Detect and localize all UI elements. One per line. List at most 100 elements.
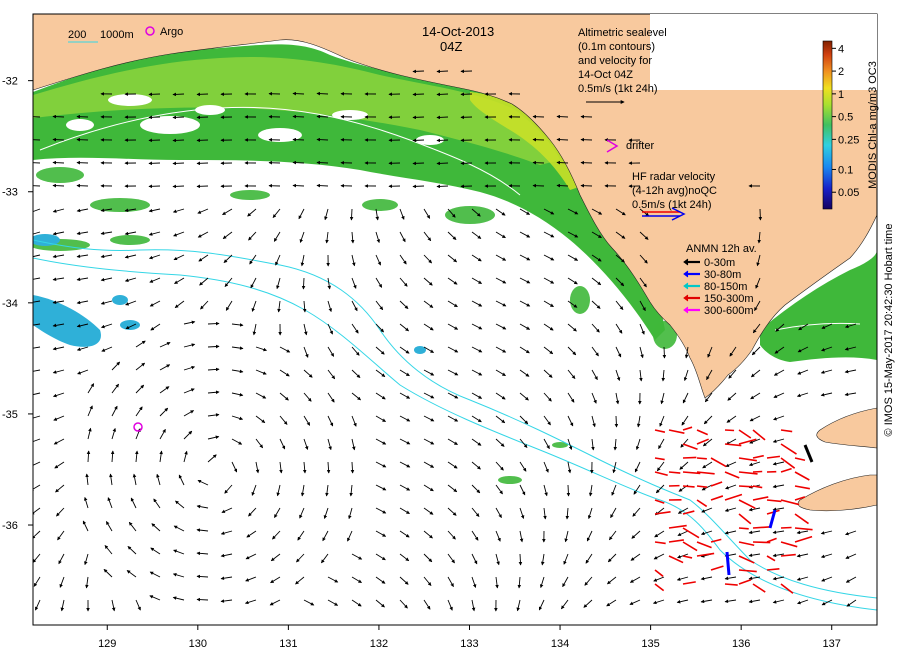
altimetry-line-2: (0.1m contours) <box>578 41 655 53</box>
lon-tick-label: 137 <box>823 638 841 650</box>
hf-radar-arrow <box>669 472 680 473</box>
lon-tick-label: 136 <box>732 638 750 650</box>
hf-radar-arrow <box>697 458 707 459</box>
velocity-arrow <box>413 163 424 164</box>
anmn-legend-label: 150-300m <box>704 293 754 305</box>
hf-line-1: HF radar velocity <box>632 171 716 183</box>
velocity-arrow <box>173 117 184 118</box>
latitude-axis: -32 -33 -34 -35 -36 <box>2 76 33 532</box>
hf-radar-arrow <box>739 486 753 487</box>
lon-tick-label: 135 <box>641 638 659 650</box>
hf-radar-arrow <box>739 528 749 529</box>
hf-line-3: 0.5m/s (1kt 24h) <box>632 199 711 211</box>
lat-tick-label: -33 <box>2 187 18 199</box>
velocity-arrow <box>413 186 424 187</box>
velocity-arrow <box>317 116 328 117</box>
velocity-arrow <box>352 462 353 473</box>
velocity-arrow <box>317 93 328 94</box>
argo-legend-label: Argo <box>160 26 183 38</box>
credit-text: © IMOS 15-May-2017 20:42:30 Hobart time <box>883 224 895 437</box>
map-time: 04Z <box>440 39 462 54</box>
lon-tick-label: 131 <box>279 638 297 650</box>
velocity-arrow <box>197 599 208 600</box>
colorbar-tick-label: 1 <box>838 89 844 101</box>
anmn-legend-label: 0-30m <box>704 257 735 269</box>
velocity-arrow <box>437 117 448 118</box>
depth-legend-200: 200 <box>68 29 86 41</box>
velocity-arrow <box>208 323 219 324</box>
velocity-arrow <box>351 209 352 220</box>
velocity-arrow <box>557 139 568 140</box>
colorbar-tick-label: 0.5 <box>838 112 853 124</box>
velocity-arrow <box>413 71 424 72</box>
velocity-arrow <box>173 140 184 141</box>
anmn-arrow-mid-2 <box>727 552 729 575</box>
velocity-arrow <box>437 186 448 187</box>
velocity-arrow <box>437 163 448 164</box>
velocity-arrow <box>293 139 304 140</box>
colorbar-tick-label: 4 <box>838 43 844 55</box>
altimetry-line-4: 14-Oct 04Z <box>578 69 633 81</box>
velocity-arrow <box>557 162 568 163</box>
colorbar-tick-label: 0.25 <box>838 134 859 146</box>
velocity-arrow <box>53 162 64 163</box>
velocity-arrow <box>173 186 184 187</box>
hf-radar-arrow <box>683 457 696 458</box>
velocity-arrow <box>520 554 521 565</box>
colorbar-tick-label: 0.05 <box>838 187 859 199</box>
velocity-arrow <box>53 139 64 140</box>
lat-tick-label: -32 <box>2 76 18 88</box>
velocity-arrow <box>437 140 448 141</box>
velocity-arrow <box>557 116 568 117</box>
drifter-label: drifter <box>626 140 654 152</box>
velocity-arrow <box>53 116 64 117</box>
lat-tick-label: -34 <box>2 298 18 310</box>
anmn-legend-title: ANMN 12h av. <box>686 243 757 255</box>
velocity-arrow <box>664 347 665 358</box>
velocity-arrow <box>437 94 448 95</box>
altimetry-line-5: 0.5m/s (1kt 24h) <box>578 83 657 95</box>
colorbar-tick-label: 0.1 <box>838 164 853 176</box>
hf-radar-arrow <box>725 430 734 431</box>
velocity-arrow <box>557 185 568 186</box>
lon-tick-label: 130 <box>189 638 207 650</box>
colorbar-gradient <box>823 41 832 209</box>
velocity-arrow <box>413 117 424 118</box>
hf-line-2: (4-12h avg)noQC <box>632 185 717 197</box>
velocity-arrow <box>53 185 64 186</box>
hf-radar-arrow <box>725 584 738 585</box>
velocity-arrow <box>413 94 424 95</box>
velocity-arrow <box>208 346 219 347</box>
altimetry-line-1: Altimetric sealevel <box>578 27 667 39</box>
lon-tick-label: 132 <box>370 638 388 650</box>
velocity-arrow <box>413 140 424 141</box>
lat-tick-label: -36 <box>2 520 18 532</box>
colorbar-title: MODIS Chl-a mg/m3 OC3 <box>867 61 879 189</box>
velocity-arrow <box>317 162 328 163</box>
velocity-arrow <box>303 278 304 289</box>
velocity-arrow <box>317 185 328 186</box>
anmn-legend-label: 300-600m <box>704 305 754 317</box>
velocity-arrow <box>317 139 328 140</box>
lat-tick-label: -35 <box>2 409 18 421</box>
anmn-legend-label: 30-80m <box>704 269 741 281</box>
velocity-arrow <box>293 185 304 186</box>
velocity-arrow <box>568 485 569 496</box>
colorbar-tick-label: 2 <box>838 66 844 78</box>
velocity-arrow <box>293 162 304 163</box>
hf-radar-arrow <box>683 486 695 487</box>
depth-legend-1000: 1000m <box>100 29 134 41</box>
altimetry-line-3: and velocity for <box>578 55 652 67</box>
velocity-arrow <box>173 94 184 95</box>
velocity-arrow <box>173 163 184 164</box>
velocity-arrow <box>616 416 617 427</box>
lon-tick-label: 133 <box>460 638 478 650</box>
velocity-arrow <box>293 93 304 94</box>
velocity-arrow <box>293 116 304 117</box>
lon-tick-label: 129 <box>98 638 116 650</box>
velocity-arrow <box>437 71 448 72</box>
map-date: 14-Oct-2013 <box>422 24 494 39</box>
